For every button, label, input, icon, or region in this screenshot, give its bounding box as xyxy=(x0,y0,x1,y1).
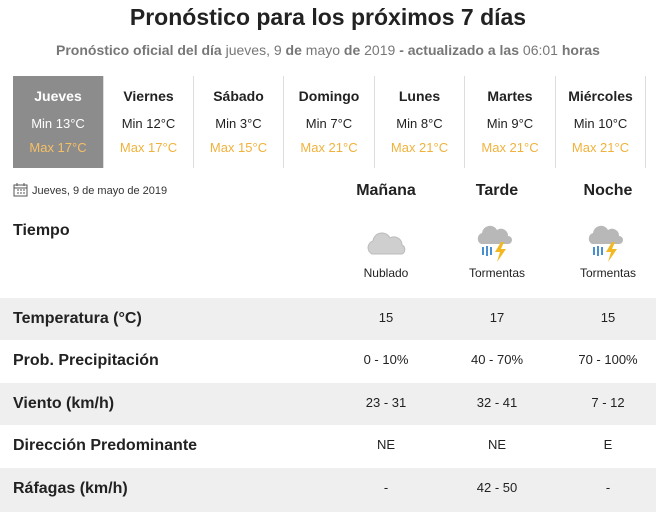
cell-value: 15 xyxy=(378,310,394,325)
cell-value: E xyxy=(603,437,613,452)
min-temp: Min 3°C xyxy=(215,116,262,131)
day-name: Martes xyxy=(487,88,533,104)
min-temp: Min 13°C xyxy=(31,116,85,131)
cell-value: 17 xyxy=(489,310,505,325)
subtitle-part: Pronóstico oficial del día xyxy=(56,42,222,58)
cell-value: 0 - 10% xyxy=(363,352,409,367)
min-temp: Min 12°C xyxy=(121,116,176,131)
cell-value: 15 xyxy=(600,310,616,325)
day-tab[interactable]: Jueves Min 13°C Max 17°C xyxy=(13,76,104,168)
row-background xyxy=(0,383,656,425)
period-header: Mañana xyxy=(356,182,416,199)
min-temp: Min 8°C xyxy=(396,116,443,131)
row-background xyxy=(0,468,656,512)
condition: Nublado xyxy=(363,266,409,280)
day-tab[interactable]: Sábado Min 3°C Max 15°C xyxy=(194,76,284,168)
subtitle: Pronóstico oficial del día jueves, 9 de … xyxy=(0,42,656,58)
row-label: Ráfagas (km/h) xyxy=(13,480,128,497)
min-temp: Min 9°C xyxy=(486,116,534,131)
row-label: Viento (km/h) xyxy=(13,395,115,412)
max-temp: Max 21°C xyxy=(390,140,449,155)
subtitle-part: jueves, 9 xyxy=(225,42,282,58)
storm-icon xyxy=(588,225,623,262)
subtitle-part: de xyxy=(285,42,302,58)
day-name: Lunes xyxy=(398,88,441,104)
max-temp: Max 21°C xyxy=(300,140,358,155)
cell-value: 40 - 70% xyxy=(470,352,524,367)
max-temp: Max 21°C xyxy=(571,140,630,155)
cell-value: NE xyxy=(487,437,507,452)
day-tab[interactable]: Martes Min 9°C Max 21°C xyxy=(465,76,556,168)
cell-value: 70 - 100% xyxy=(578,352,638,367)
day-tab[interactable]: Domingo Min 7°C Max 21°C xyxy=(284,76,375,168)
cell-value: 42 - 50 xyxy=(476,480,518,495)
day-tab[interactable]: Miércoles Min 10°C Max 21°C xyxy=(556,76,646,168)
day-name: Sábado xyxy=(213,88,264,104)
row-background xyxy=(0,425,656,468)
page-title: Pronóstico para los próximos 7 días xyxy=(129,4,527,30)
period-header: Noche xyxy=(583,182,633,199)
subtitle-part: 2019 xyxy=(364,42,396,58)
day-tab[interactable]: Viernes Min 12°C Max 17°C xyxy=(104,76,194,168)
cloud-icon xyxy=(367,232,406,255)
condition: Tormentas xyxy=(468,266,526,280)
row-label: Prob. Precipitación xyxy=(13,352,159,369)
day-name: Miércoles xyxy=(568,88,633,104)
forecast-date: Jueves, 9 de mayo de 2019 xyxy=(32,185,168,197)
row-label: Temperatura (°C) xyxy=(13,310,142,327)
subtitle-part: horas xyxy=(561,42,600,58)
cell-value: 32 - 41 xyxy=(476,395,518,410)
condition: Tormentas xyxy=(579,266,637,280)
calendar-icon xyxy=(13,183,28,197)
cell-value: NE xyxy=(376,437,396,452)
max-temp: Max 17°C xyxy=(119,140,178,155)
max-temp: Max 15°C xyxy=(209,140,268,155)
max-temp: Max 17°C xyxy=(29,140,87,155)
row-background xyxy=(0,340,656,383)
min-temp: Min 10°C xyxy=(573,116,628,131)
row-label: Tiempo xyxy=(13,222,70,239)
storm-icon xyxy=(477,225,512,262)
day-name: Viernes xyxy=(123,88,174,104)
row-background xyxy=(0,298,656,340)
subtitle-part: de xyxy=(343,42,361,58)
cell-value: - xyxy=(383,480,389,495)
day-name: Jueves xyxy=(34,88,82,104)
cell-value: 7 - 12 xyxy=(591,395,625,410)
cell-value: - xyxy=(605,480,611,495)
subtitle-part: - actualizado a las xyxy=(399,42,520,58)
subtitle-part: mayo xyxy=(305,42,341,58)
cell-value: 23 - 31 xyxy=(365,395,407,410)
day-name: Domingo xyxy=(298,88,360,104)
max-temp: Max 21°C xyxy=(481,140,539,155)
row-label: Dirección Predominante xyxy=(13,437,198,454)
period-header: Tarde xyxy=(475,182,519,199)
min-temp: Min 7°C xyxy=(305,116,353,131)
subtitle-part: 06:01 xyxy=(522,42,558,58)
day-tab[interactable]: Lunes Min 8°C Max 21°C xyxy=(375,76,465,168)
